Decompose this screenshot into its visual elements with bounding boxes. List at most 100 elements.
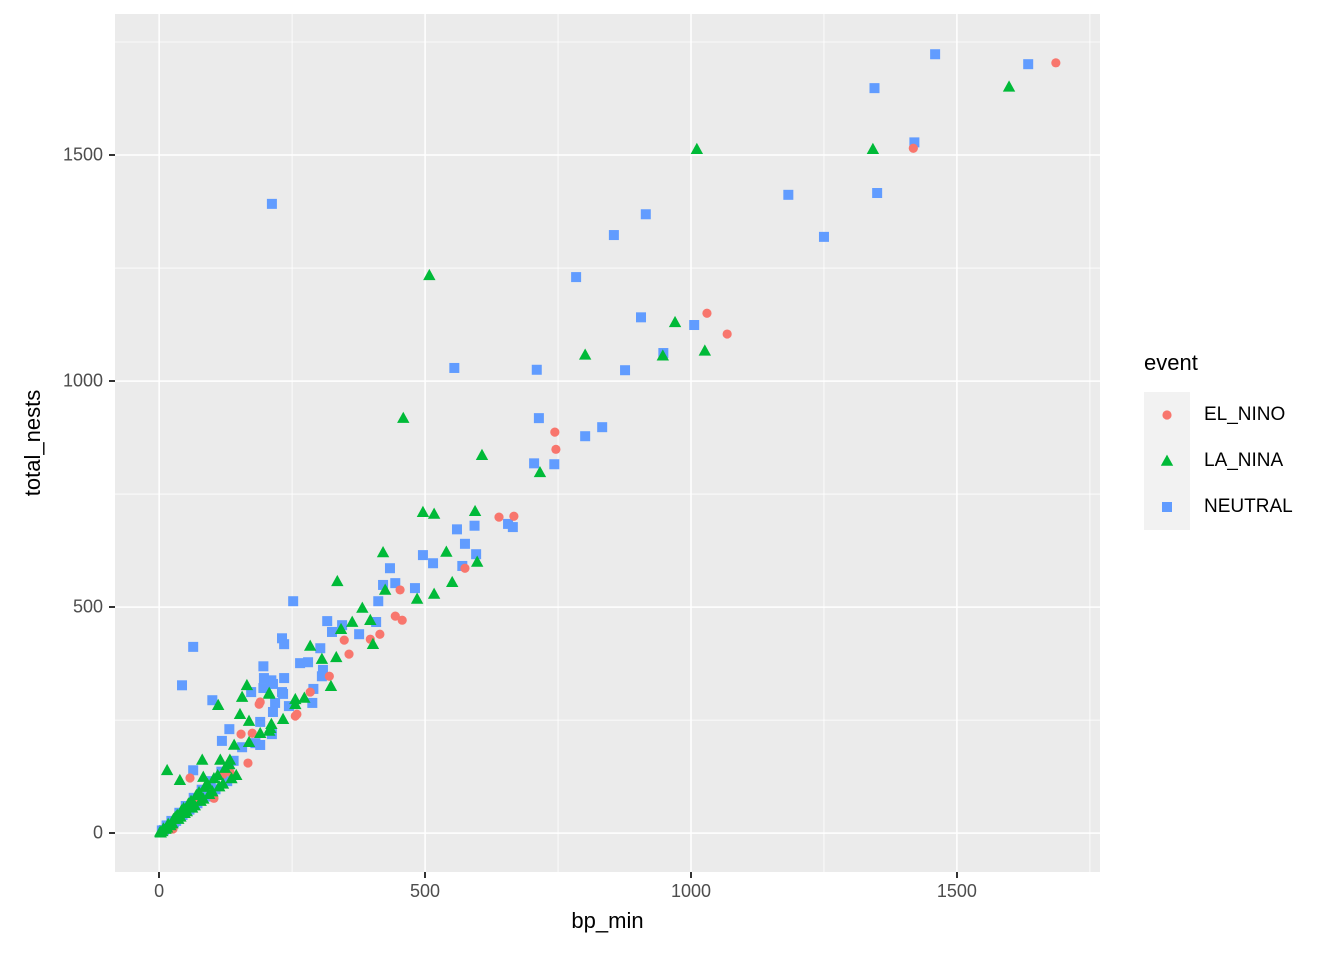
- data-point: [395, 585, 405, 595]
- data-point: [258, 683, 269, 694]
- data-point: [475, 448, 489, 461]
- data-point: [240, 678, 254, 691]
- legend-key-triangle-icon: [1144, 438, 1190, 484]
- data-point: [316, 671, 327, 682]
- data-point: [459, 538, 470, 549]
- legend-key-square-icon: [1144, 484, 1190, 530]
- data-point: [211, 698, 225, 710]
- data-point: [1002, 80, 1016, 92]
- data-point: [250, 738, 261, 749]
- x-tick-label: 1500: [936, 881, 977, 901]
- data-point: [211, 768, 224, 781]
- data-point: [303, 657, 314, 668]
- legend-key-circle-icon: [1144, 392, 1190, 438]
- data-point: [509, 511, 519, 521]
- data-point: [445, 575, 459, 588]
- data-point: [531, 364, 542, 375]
- y-axis-tick: [109, 380, 115, 383]
- data-point: [469, 520, 480, 531]
- data-point: [236, 729, 246, 739]
- data-point: [279, 639, 290, 650]
- data-point: [410, 592, 424, 604]
- data-point: [354, 629, 365, 640]
- data-point: [783, 189, 794, 200]
- data-point: [451, 524, 462, 535]
- data-point: [356, 601, 369, 613]
- x-tick-label: 1000: [670, 881, 712, 901]
- data-point: [266, 198, 277, 209]
- data-point: [188, 799, 201, 811]
- data-point: [254, 699, 264, 709]
- data-point: [384, 563, 395, 574]
- data-point: [818, 231, 829, 242]
- series-neutral: [156, 49, 1034, 836]
- circle-icon: [1162, 410, 1172, 420]
- data-point: [503, 518, 514, 529]
- data-point: [494, 512, 504, 522]
- data-point: [339, 635, 349, 645]
- data-point: [177, 680, 188, 691]
- data-point: [258, 661, 269, 672]
- y-tick-label: 1500: [62, 144, 103, 165]
- data-point: [307, 697, 318, 708]
- y-axis-title: total_nests: [20, 389, 45, 497]
- legend-item-el_nino: EL_NINO: [1144, 392, 1293, 438]
- data-point: [417, 550, 428, 561]
- data-point: [468, 504, 482, 517]
- data-point: [334, 622, 348, 635]
- data-point: [230, 768, 243, 781]
- data-point: [227, 738, 241, 750]
- data-point: [185, 773, 195, 783]
- data-point: [173, 773, 187, 786]
- data-point: [1051, 58, 1061, 68]
- data-point: [346, 615, 359, 627]
- legend: event EL_NINO LA_NINA NEUTRAL: [1144, 350, 1293, 530]
- data-point: [263, 724, 276, 736]
- data-point: [597, 422, 608, 433]
- y-tick-label: 1000: [62, 370, 103, 391]
- data-point: [578, 348, 592, 360]
- data-point: [366, 637, 380, 649]
- x-tick-label: 500: [410, 881, 441, 901]
- data-point: [390, 578, 401, 589]
- data-point: [549, 459, 560, 470]
- data-point: [344, 649, 354, 659]
- data-point: [375, 629, 385, 639]
- data-point: [315, 643, 326, 654]
- x-axis-tick: [690, 872, 692, 878]
- data-point: [288, 596, 299, 607]
- y-axis-tick: [109, 154, 115, 157]
- y-axis-tick: [109, 832, 115, 835]
- plot-panel: [115, 14, 1100, 872]
- data-point: [216, 777, 230, 789]
- x-tick-label: 0: [154, 881, 165, 901]
- x-axis-tick: [424, 872, 427, 878]
- data-point: [277, 687, 288, 698]
- data-point: [397, 411, 410, 423]
- data-point: [409, 583, 420, 594]
- data-point: [247, 728, 257, 738]
- data-point: [427, 507, 441, 519]
- data-point: [656, 349, 670, 361]
- data-point: [620, 365, 631, 376]
- data-point: [460, 563, 470, 573]
- data-point: [397, 615, 407, 625]
- data-point: [378, 579, 389, 590]
- data-point: [722, 329, 732, 339]
- data-point: [529, 458, 540, 469]
- data-point: [378, 583, 392, 595]
- data-point: [242, 714, 256, 726]
- y-axis-tick: [109, 606, 115, 609]
- data-point: [866, 142, 880, 154]
- data-point: [214, 753, 227, 765]
- x-axis-tick: [158, 872, 161, 878]
- data-point: [303, 639, 317, 651]
- data-point: [201, 777, 214, 790]
- legend-item-la_nina: LA_NINA: [1144, 438, 1293, 484]
- data-point: [416, 505, 430, 517]
- data-point: [188, 641, 199, 652]
- data-point: [197, 792, 210, 804]
- data-point: [197, 770, 210, 782]
- data-point: [322, 616, 333, 627]
